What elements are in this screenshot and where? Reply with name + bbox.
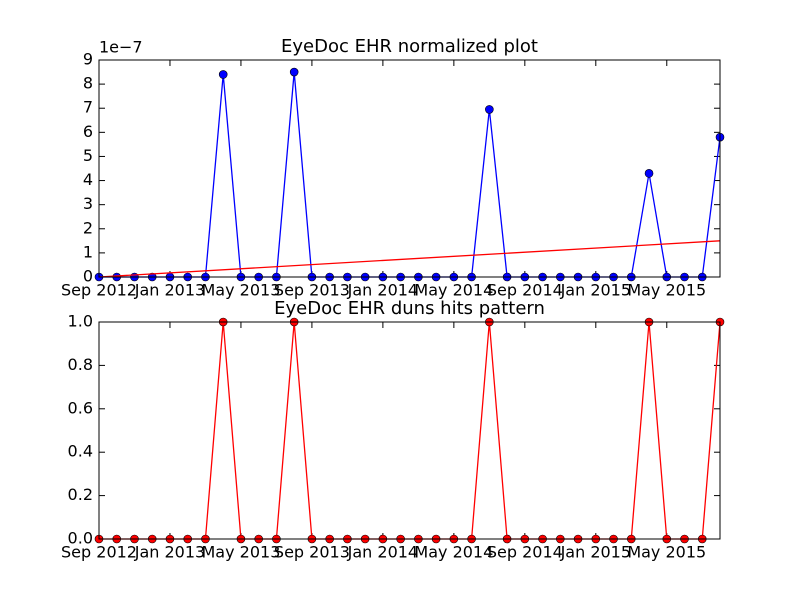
offset-label: 1e−7 — [99, 38, 143, 57]
x-tick-label: Jan 2013 — [134, 543, 205, 562]
x-tick-label: Sep 2012 — [61, 281, 137, 300]
x-tick-label: Sep 2012 — [61, 543, 137, 562]
x-tick-label: May 2015 — [627, 543, 706, 562]
x-tick-label: Sep 2013 — [274, 543, 350, 562]
y-tick-label: 6 — [83, 122, 93, 141]
chart-title: EyeDoc EHR normalized plot — [281, 36, 538, 57]
x-tick-label: Jan 2014 — [347, 543, 418, 562]
x-tick-label: Sep 2014 — [487, 281, 563, 300]
x-tick-label: Sep 2013 — [274, 281, 350, 300]
y-tick-label: 2 — [83, 218, 93, 237]
data-point — [218, 70, 228, 79]
x-tick-label: Jan 2014 — [347, 281, 418, 300]
x-tick-label: May 2015 — [627, 281, 706, 300]
data-point — [289, 67, 299, 77]
y-tick-label: 0.4 — [68, 442, 93, 461]
plot-frame — [98, 59, 721, 278]
chart-title: EyeDoc EHR duns hits pattern — [274, 298, 545, 319]
trend-line — [98, 240, 721, 278]
x-tick-label: Jan 2015 — [560, 281, 631, 300]
plot-frame — [98, 321, 721, 540]
x-tick-label: May 2013 — [201, 281, 280, 300]
y-tick-label: 1 — [83, 242, 93, 261]
y-tick-label: 0.8 — [68, 355, 93, 374]
y-tick-label: 0 — [83, 267, 93, 286]
x-tick-label: Jan 2013 — [134, 281, 205, 300]
x-tick-label: May 2014 — [414, 543, 493, 562]
x-tick-label: Sep 2014 — [487, 543, 563, 562]
data-line — [99, 321, 721, 540]
y-tick-label: 0.0 — [68, 529, 93, 548]
y-tick-label: 1.0 — [68, 312, 93, 331]
y-tick-label: 4 — [83, 170, 93, 189]
data-point — [644, 169, 654, 178]
data-point — [485, 105, 494, 114]
y-tick-label: 3 — [83, 194, 93, 213]
x-tick-label: May 2014 — [414, 281, 493, 300]
y-tick-label: 5 — [83, 146, 93, 165]
y-tick-label: 8 — [83, 74, 93, 93]
y-tick-label: 9 — [83, 50, 93, 69]
y-tick-label: 7 — [83, 98, 93, 117]
y-tick-label: 0.2 — [68, 485, 93, 504]
x-tick-label: Jan 2015 — [560, 543, 631, 562]
y-tick-label: 0.6 — [68, 398, 93, 417]
x-tick-label: May 2013 — [201, 543, 280, 562]
